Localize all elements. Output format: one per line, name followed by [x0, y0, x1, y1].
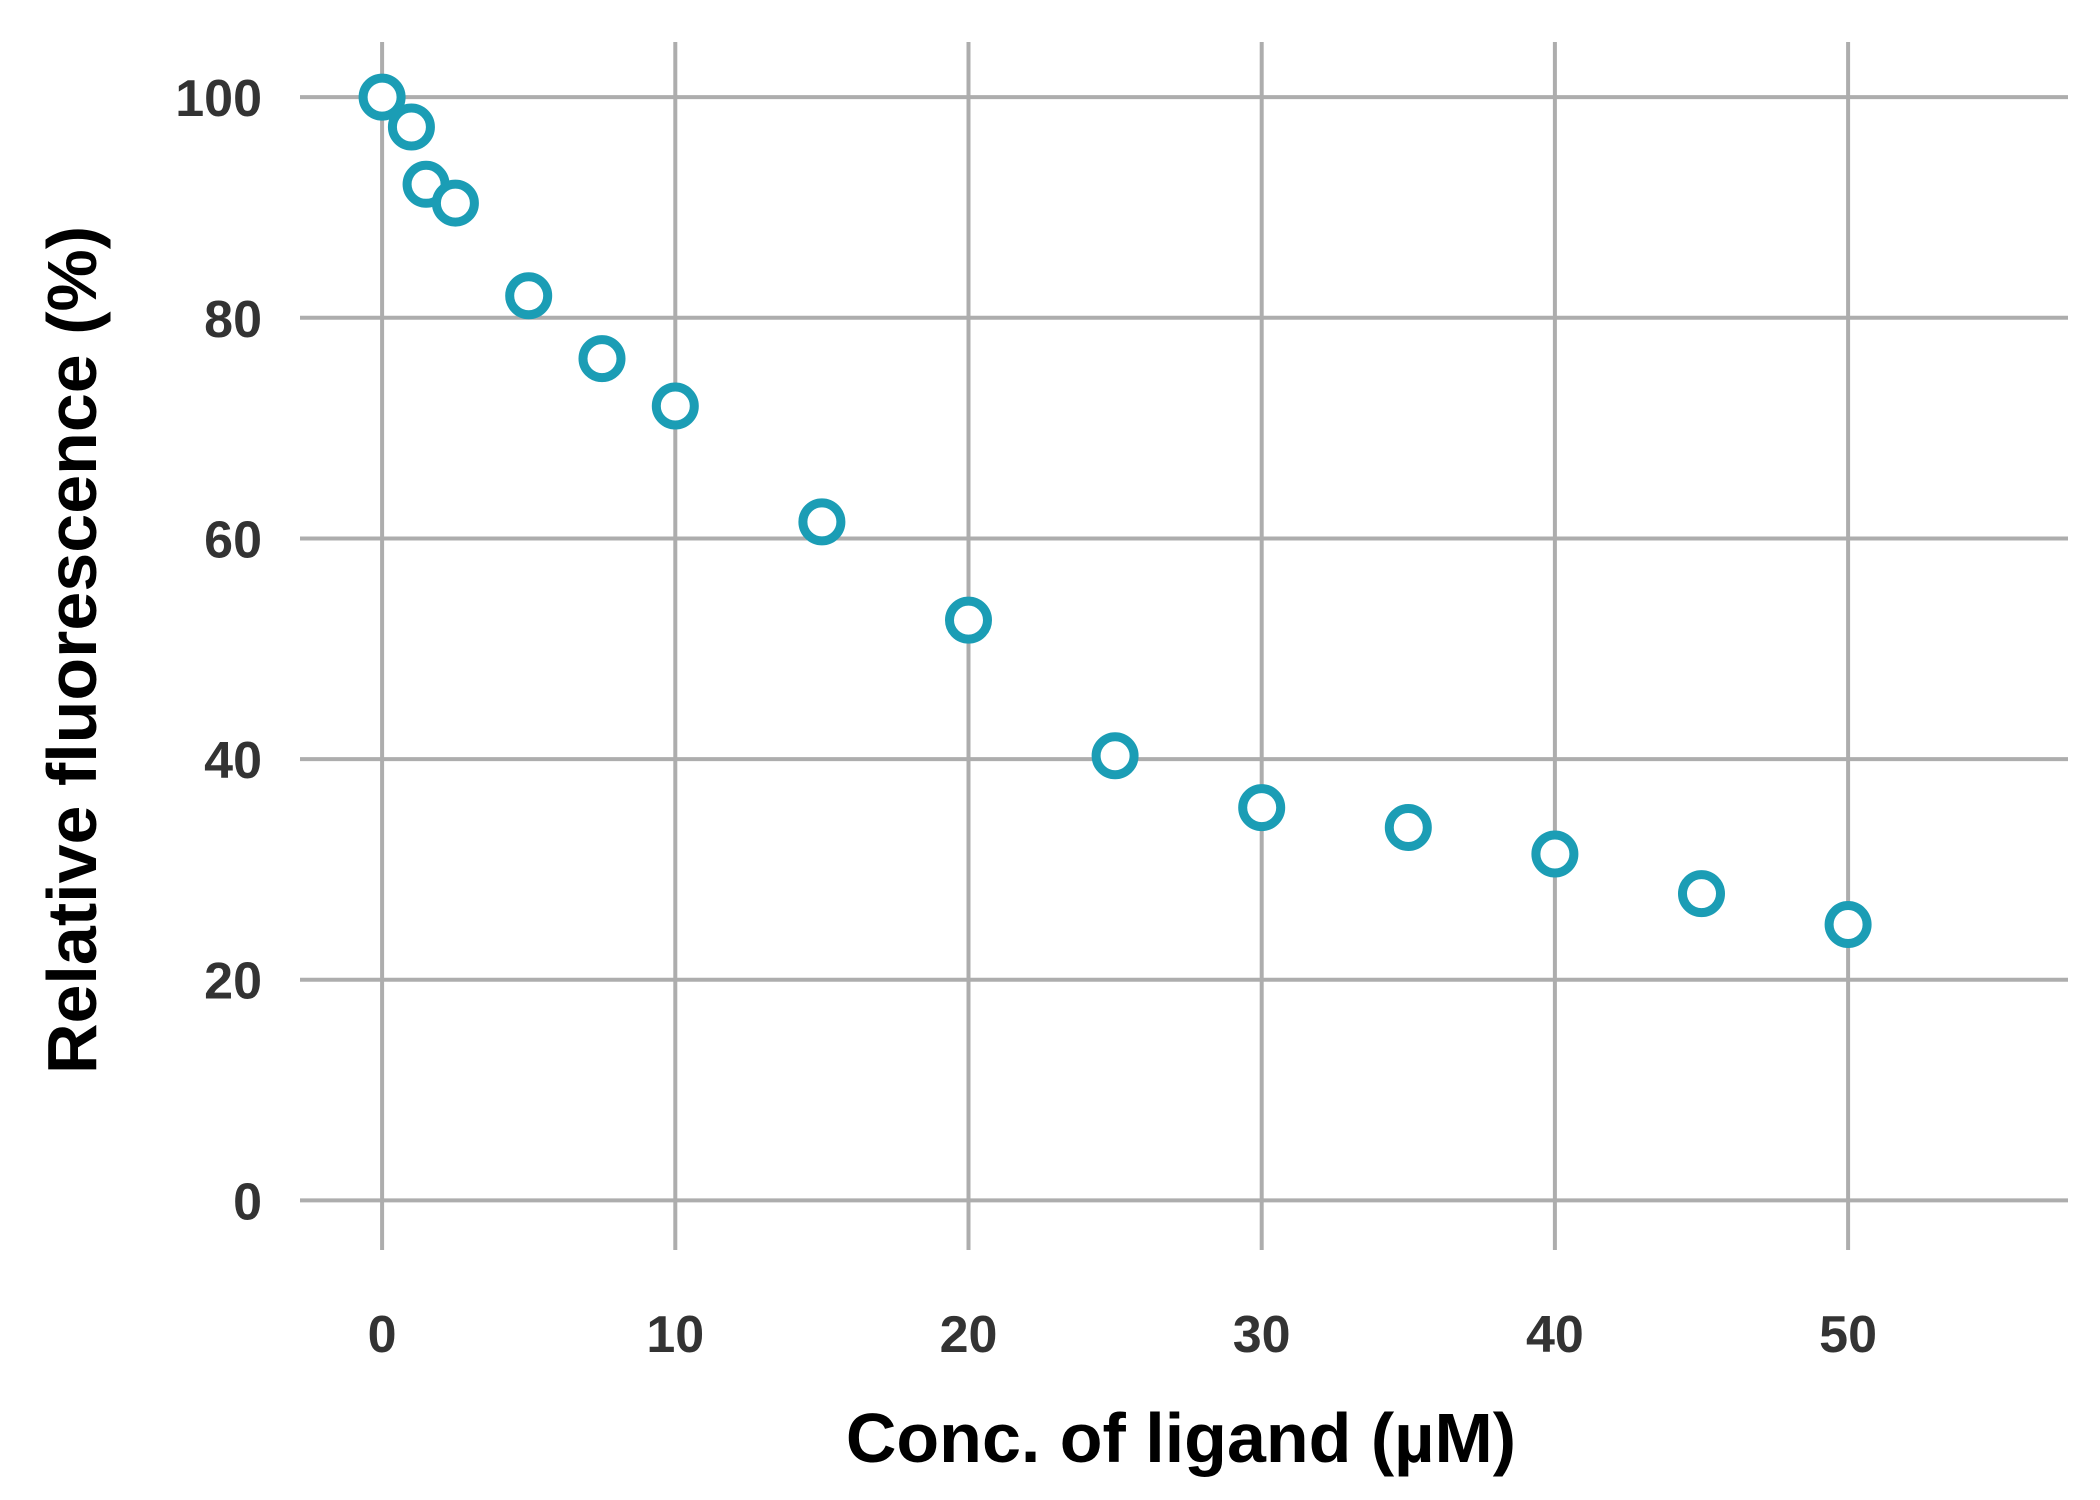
data-point	[387, 103, 435, 151]
x-tick-label: 40	[1526, 1306, 1584, 1364]
y-tick-label: 60	[204, 511, 262, 569]
data-point	[358, 73, 406, 121]
data-point	[651, 382, 699, 430]
x-tick-label: 30	[1233, 1306, 1291, 1364]
data-point	[1531, 830, 1579, 878]
vertical-gridlines	[380, 42, 1851, 1250]
y-tick-label: 100	[175, 70, 262, 128]
x-tick-label: 20	[940, 1306, 998, 1364]
x-tick-label: 0	[368, 1306, 397, 1364]
data-point	[944, 596, 992, 644]
data-point	[1384, 803, 1432, 851]
y-tick-label: 20	[204, 953, 262, 1011]
x-tick-label: 10	[646, 1306, 704, 1364]
y-tick-label: 40	[204, 732, 262, 790]
y-tick-label: 80	[204, 291, 262, 349]
y-axis-tick-labels: 0 20 40 60 80 100	[175, 70, 262, 1231]
x-axis-title: Conc. of ligand (µM)	[846, 1399, 1516, 1477]
x-tick-label: 50	[1819, 1306, 1877, 1364]
y-tick-label: 0	[233, 1173, 262, 1231]
data-point	[1677, 870, 1725, 918]
data-point	[1091, 732, 1139, 780]
y-axis-title: Relative fluorescence (%)	[33, 226, 111, 1074]
data-point	[1238, 784, 1286, 832]
data-point	[798, 498, 846, 546]
horizontal-gridlines	[300, 95, 2068, 1203]
x-axis-tick-labels: 0 10 20 30 40 50	[368, 1306, 1877, 1364]
data-point	[431, 179, 479, 227]
data-point	[505, 272, 553, 320]
data-point	[578, 335, 626, 383]
data-points	[358, 73, 1872, 949]
data-point	[1824, 901, 1872, 949]
